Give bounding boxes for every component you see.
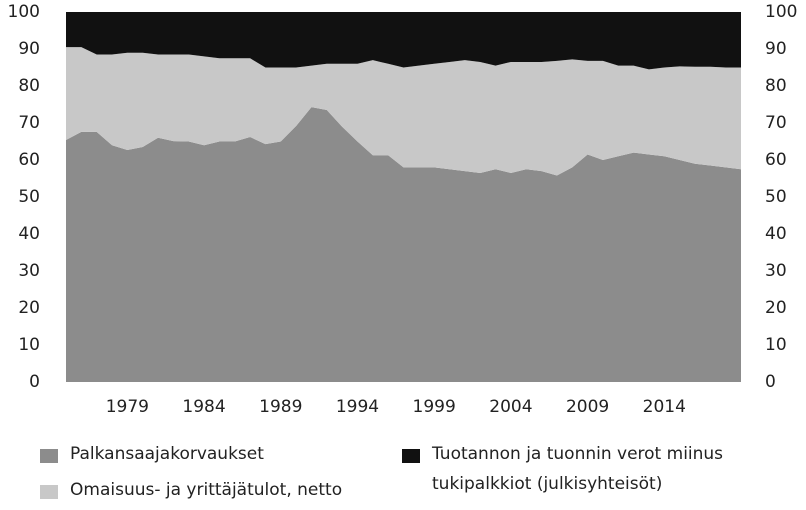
y2-tick-label: 40 xyxy=(765,224,787,244)
y-tick-label: 60 xyxy=(18,150,40,170)
y-tick-label: 30 xyxy=(18,261,40,281)
x-tick-label: 1999 xyxy=(413,397,456,417)
x-tick-label: 1979 xyxy=(106,397,149,417)
y-tick-label: 40 xyxy=(18,224,40,244)
y-tick-label: 80 xyxy=(18,76,40,96)
legend-swatch xyxy=(40,485,58,499)
y-tick-label: 20 xyxy=(18,298,40,318)
y-tick-label: 10 xyxy=(18,335,40,355)
y2-tick-label: 100 xyxy=(765,2,797,22)
legend-item: Tuotannon ja tuonnin verot miinus tukipa… xyxy=(402,444,782,499)
area xyxy=(66,47,741,176)
y2-tick-label: 50 xyxy=(765,187,787,207)
y-tick-label: 0 xyxy=(29,372,40,392)
x-tick-label: 2009 xyxy=(566,397,609,417)
area xyxy=(66,12,741,70)
y2-tick-label: 0 xyxy=(765,372,776,392)
legend-label: Palkansaajakorvaukset xyxy=(70,444,264,464)
y-tick-label: 100 xyxy=(8,2,40,22)
y2-tick-label: 90 xyxy=(765,39,787,59)
chart: 0 0 10 10 20 20 30 30 40 40 50 50 60 60 70 70 80 80 90 90 10… xyxy=(8,2,798,417)
legend-label: Tuotannon ja tuonnin verot miinus tukipa… xyxy=(432,444,724,494)
legend-item: Omaisuus- ja yrittäjätulot, netto xyxy=(40,480,342,505)
x-tick-label: 1989 xyxy=(259,397,302,417)
y2-tick-label: 20 xyxy=(765,298,787,318)
legend-label: Omaisuus- ja yrittäjätulot, netto xyxy=(70,480,343,500)
y-tick-label: 50 xyxy=(18,187,40,207)
y2-tick-label: 80 xyxy=(765,76,787,96)
y2-tick-label: 60 xyxy=(765,150,787,170)
y2-tick-label: 10 xyxy=(765,335,787,355)
y2-tick-label: 70 xyxy=(765,113,787,133)
x-tick-label: 1994 xyxy=(336,397,379,417)
y-tick-label: 70 xyxy=(18,113,40,133)
area xyxy=(66,107,741,382)
legend-item: Palkansaajakorvaukset xyxy=(40,444,264,469)
x-tick-label: 2004 xyxy=(489,397,532,417)
legend-swatch xyxy=(402,449,420,463)
x-tick-label: 1984 xyxy=(182,397,225,417)
x-tick-label: 2014 xyxy=(643,397,686,417)
legend-swatch xyxy=(40,449,58,463)
y-tick-label: 90 xyxy=(18,39,40,59)
y2-tick-label: 30 xyxy=(765,261,787,281)
